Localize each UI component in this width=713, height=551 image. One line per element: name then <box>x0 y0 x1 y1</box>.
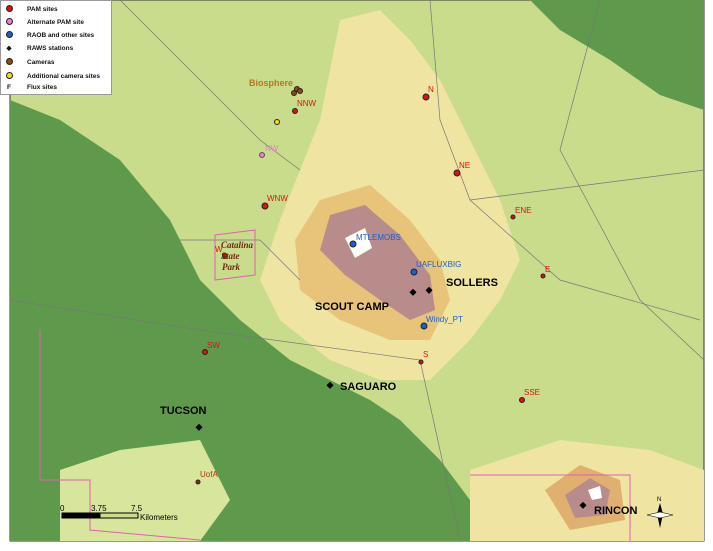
site-e[interactable] <box>540 273 546 279</box>
site-windy-pt[interactable] <box>420 322 428 330</box>
park-label-line: State <box>221 251 240 261</box>
station-rincon[interactable] <box>579 501 587 509</box>
site-mtlemobs[interactable] <box>349 240 357 248</box>
legend-label: RAOB and other sites <box>27 32 95 39</box>
label-sollers: SOLLERS <box>446 277 498 289</box>
legend-label: Cameras <box>27 59 55 66</box>
park-label: Catalina State Park <box>221 240 254 272</box>
label-windy-pt: Windy_PT <box>426 315 463 324</box>
legend-item: F Flux sites <box>5 84 57 91</box>
label-nw: NW <box>265 144 279 153</box>
scale-tick: 0 <box>60 504 65 513</box>
label-saguaro: SAGUARO <box>340 381 397 393</box>
label-s: S <box>423 350 428 359</box>
flux-f-icon: F <box>7 84 11 91</box>
label-e: E <box>545 265 550 274</box>
camera-3[interactable] <box>297 88 303 94</box>
label-sse: SSE <box>524 388 540 397</box>
label-uafluxbig: UAFLUXBIG <box>416 260 461 269</box>
legend-item: Alternate PAM site <box>5 18 84 27</box>
legend-item: Additional camera sites <box>5 72 100 81</box>
scale-unit: Kilometers <box>140 513 178 522</box>
high-elevation <box>320 205 435 320</box>
park-label-line: Catalina <box>221 240 254 250</box>
black-diamond-icon: ◆ <box>6 45 12 52</box>
legend-item: Cameras <box>5 58 54 67</box>
label-uofa: UofA <box>200 470 218 479</box>
rincon-snow <box>588 486 602 500</box>
legend-item: RAOB and other sites <box>5 31 94 40</box>
pink-dot-icon <box>5 18 13 25</box>
label-tucson: TUCSON <box>160 405 207 417</box>
station-tucson[interactable] <box>195 423 203 431</box>
pam-sites: N NNW NE WNW ENE W E S SSE SW UofA <box>195 85 550 485</box>
site-wnw[interactable] <box>261 202 269 210</box>
label-rincon: RINCON <box>594 505 637 517</box>
legend-item: ◆ RAWS stations <box>5 44 74 53</box>
site-sw[interactable] <box>202 349 208 355</box>
label-wnw: WNW <box>267 194 288 203</box>
brown-dot-icon <box>5 58 13 65</box>
station-scout-camp[interactable] <box>409 288 417 296</box>
additional-camera-site[interactable] <box>274 119 280 125</box>
peak-snow <box>345 228 372 258</box>
label-n: N <box>428 85 434 94</box>
site-uofa[interactable] <box>195 479 201 485</box>
raws-stations <box>195 286 587 509</box>
label-scout-camp: SCOUT CAMP <box>315 301 389 313</box>
legend-label: RAWS stations <box>27 44 74 52</box>
station-saguaro[interactable] <box>326 381 334 389</box>
scale-tick: 7.5 <box>131 504 143 513</box>
label-w: W <box>215 245 223 254</box>
legend: PAM sites Alternate PAM site RAOB and ot… <box>0 0 112 95</box>
site-ene[interactable] <box>510 214 516 220</box>
site-sse[interactable] <box>519 397 525 403</box>
park-boundary <box>214 229 256 281</box>
station-sollers[interactable] <box>425 286 433 294</box>
label-biosphere: Biosphere <box>249 78 293 88</box>
roads <box>9 0 705 541</box>
legend-item: PAM sites <box>5 5 58 14</box>
north-label: N <box>657 497 661 503</box>
blue-dot-icon <box>5 31 13 38</box>
north-arrow-icon: N <box>646 497 674 528</box>
site-s[interactable] <box>418 359 424 365</box>
park-label-line: Park <box>222 262 241 272</box>
legend-label: PAM sites <box>27 6 58 13</box>
city-boundary <box>39 330 631 541</box>
site-uafluxbig[interactable] <box>410 268 418 276</box>
site-w[interactable] <box>222 253 228 259</box>
urban-area-ne <box>530 0 704 110</box>
label-ene: ENE <box>515 206 531 215</box>
yellow-dot-icon <box>5 72 13 79</box>
label-sw: SW <box>207 341 220 350</box>
scale-tick: 3.75 <box>91 504 107 513</box>
site-nnw[interactable] <box>292 108 298 114</box>
label-ne: NE <box>459 161 470 170</box>
legend-label: Additional camera sites <box>27 73 100 80</box>
camera-1[interactable] <box>291 90 297 96</box>
site-nw[interactable] <box>259 152 265 158</box>
legend-label: Flux sites <box>27 84 57 91</box>
label-nnw: NNW <box>297 99 317 108</box>
legend-label: Alternate PAM site <box>27 19 84 26</box>
label-mtlemobs: MTLEMOBS <box>356 233 401 242</box>
site-n[interactable] <box>422 93 430 101</box>
red-dot-icon <box>5 5 13 12</box>
scale-bar: 0 3.75 7.5 Kilometers <box>60 504 178 522</box>
urban-area <box>10 100 480 541</box>
site-ne[interactable] <box>453 169 461 177</box>
